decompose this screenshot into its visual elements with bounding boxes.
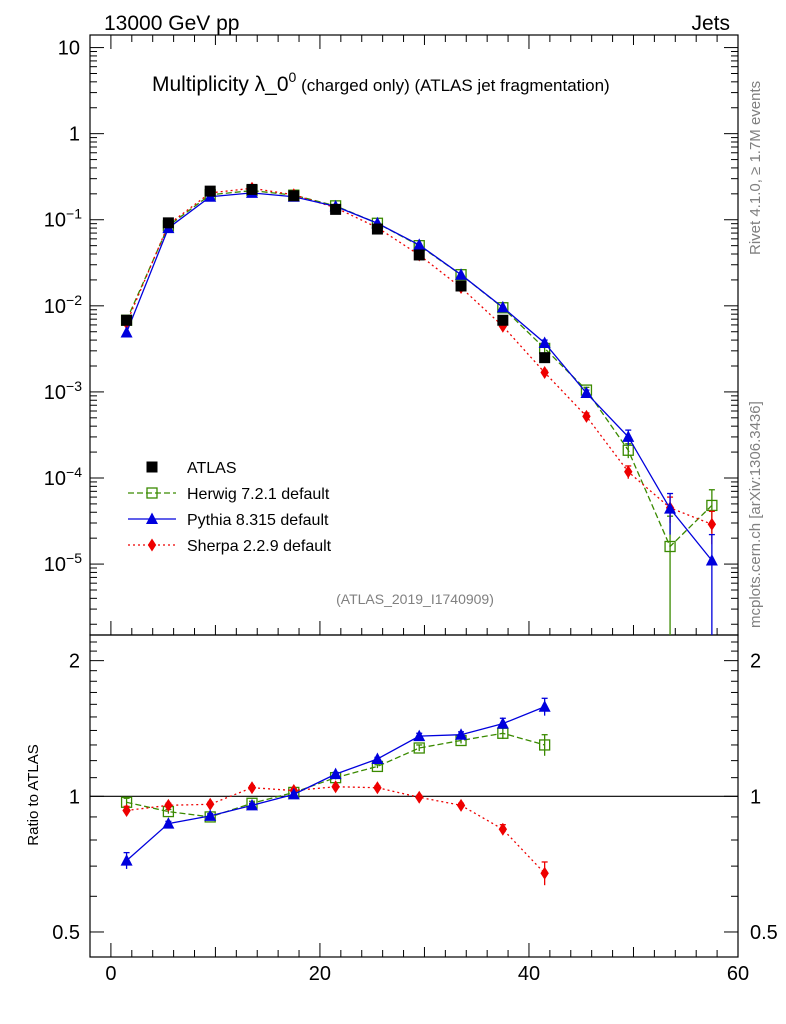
ratio-ytick-label-right: 2	[750, 651, 761, 673]
main-ytick-label: 10	[58, 38, 80, 60]
main-atlas-point	[497, 314, 509, 326]
side-mcplots-label: mcplots.cern.ch [arXiv:1306.3436]	[747, 401, 764, 628]
main-atlas-point	[246, 183, 258, 195]
main-pythia-point	[455, 268, 468, 280]
ratio-pythia-point	[162, 817, 175, 829]
main-atlas-point	[330, 203, 342, 215]
legend-herwig-marker	[146, 487, 158, 499]
main-pythia-point	[120, 325, 133, 338]
main-atlas-point	[539, 352, 551, 364]
main-atlas-point	[455, 280, 467, 292]
plot-title-tail: (charged only) (ATLAS jet fragmentation)	[296, 76, 609, 95]
ratio-xtick-label: 60	[727, 963, 749, 985]
main-atlas-point	[371, 223, 383, 235]
main-atlas-point	[121, 314, 133, 326]
plot-title-sup: 0	[289, 69, 297, 85]
ratio-pythia-point	[455, 728, 468, 740]
main-herwig-point	[706, 499, 718, 512]
main-ytick-label: 1	[69, 124, 80, 146]
main-pythia-point	[664, 502, 677, 514]
ratio-ytick-label-left: 0.5	[52, 922, 80, 944]
main-atlas-point	[162, 217, 174, 229]
plot-title: Multiplicity λ_00 (charged only) (ATLAS …	[152, 69, 610, 96]
main-pythia-point	[538, 336, 551, 348]
legend-sherpa-label: Sherpa 2.2.9 default	[187, 538, 332, 555]
ratio-sherpa-point	[247, 781, 257, 795]
side-rivet-label: Rivet 4.1.0, ≥ 1.7M events	[747, 81, 764, 255]
ratio-pythia-point	[538, 700, 551, 712]
ratio-pythia-point	[329, 767, 342, 780]
ratio-pythia-point	[204, 809, 217, 821]
ratio-sherpa-point	[122, 804, 131, 818]
ratio-ylabel: Ratio to ATLAS	[25, 744, 42, 845]
main-ytick-label: 10−1	[44, 206, 82, 232]
ratio-xtick-label: 40	[518, 963, 540, 985]
main-pythia-point	[705, 554, 718, 566]
main-sherpa-point	[540, 366, 549, 380]
main-sherpa-point	[582, 409, 591, 423]
ratio-ytick-label-left: 1	[69, 786, 80, 808]
ratio-axis-ticks: 0.5 0.51 12 20 20 40 60	[52, 641, 778, 985]
ratio-herwig-point	[538, 739, 551, 751]
ratio-ytick-label-left: 2	[69, 651, 80, 673]
main-ytick-label: 10−5	[44, 550, 82, 576]
ratio-sherpa-point	[498, 822, 508, 836]
main-pythia-point	[496, 300, 509, 313]
main-axis-ticks: 10 1 10−1 10−2 10−3 10−4 10−5	[44, 35, 739, 635]
ratio-pythia-point	[496, 717, 509, 729]
ratio-sherpa-point	[373, 781, 382, 795]
ratio-pythia-point	[413, 729, 426, 742]
ratio-sherpa-line	[126, 786, 546, 874]
legend-sherpa-marker	[147, 538, 157, 552]
plot-title-main: Multiplicity λ_0	[152, 73, 289, 96]
ratio-plot-marks	[120, 697, 551, 886]
header-right: Jets	[691, 12, 730, 35]
main-sherpa-point	[707, 517, 717, 531]
main-pythia-point	[580, 386, 593, 399]
legend-pythia-marker	[146, 512, 158, 524]
main-herwig-point	[664, 540, 676, 553]
main-pythia-point	[413, 238, 426, 250]
legend-atlas-label: ATLAS	[187, 460, 237, 477]
ratio-pythia-point	[371, 752, 384, 765]
analysis-watermark: (ATLAS_2019_I1740909)	[336, 591, 494, 607]
main-ytick-label: 10−3	[44, 378, 82, 404]
main-pythia-point	[622, 430, 635, 442]
main-atlas-point	[413, 249, 425, 261]
main-plot-marks	[120, 181, 718, 635]
ratio-pythia-point	[120, 854, 133, 866]
ratio-ytick-label-right: 1	[750, 786, 761, 808]
ratio-pythia-point	[246, 798, 258, 811]
main-sherpa-point	[624, 465, 633, 479]
main-atlas-point	[204, 185, 216, 197]
ratio-xtick-label: 20	[309, 963, 331, 985]
legend: ATLAS Herwig 7.2.1 default Pythia 8.315 de…	[128, 460, 332, 555]
header-left: 13000 GeV pp	[104, 12, 239, 35]
ratio-sherpa-point	[456, 798, 466, 812]
legend-pythia-label: Pythia 8.315 default	[187, 512, 329, 529]
ratio-pythia-point	[287, 787, 300, 800]
ratio-sherpa-point	[540, 866, 549, 880]
ratio-sherpa-point	[164, 798, 173, 812]
main-ytick-label: 10−4	[44, 464, 82, 490]
main-atlas-point	[288, 190, 300, 202]
ratio-ytick-label-right: 0.5	[750, 922, 778, 944]
ratio-sherpa-point	[331, 780, 340, 794]
legend-herwig-label: Herwig 7.2.1 default	[187, 486, 330, 503]
legend-atlas-marker	[146, 461, 158, 473]
ratio-herwig-point	[413, 742, 425, 754]
ratio-sherpa-point	[205, 797, 215, 811]
ratio-xtick-label: 0	[105, 963, 116, 985]
ratio-sherpa-point	[415, 790, 424, 804]
main-ytick-label: 10−2	[44, 292, 82, 318]
